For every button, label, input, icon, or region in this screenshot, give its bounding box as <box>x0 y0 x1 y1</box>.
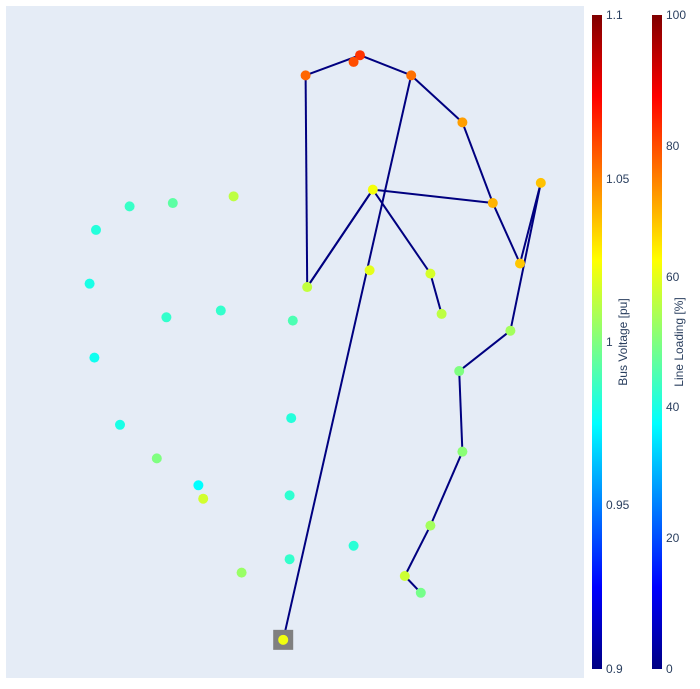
loading-colorbar-gradient <box>652 15 662 669</box>
line-layer <box>282 54 542 641</box>
line-14 <box>403 525 432 577</box>
voltage-tick-2: 1 <box>606 335 613 349</box>
bus-29 <box>287 315 298 326</box>
bus-30 <box>215 305 226 316</box>
bus-3 <box>151 453 162 464</box>
bus-11 <box>300 70 311 81</box>
bus-14 <box>457 117 468 128</box>
bus-17 <box>302 282 313 293</box>
loading-tick-3: 60 <box>666 270 680 284</box>
loading-tick-4: 80 <box>666 139 680 153</box>
voltage-tick-0: 0.9 <box>606 662 623 676</box>
line-19 <box>306 189 374 288</box>
bus-5 <box>89 352 100 363</box>
line-10 <box>509 182 542 331</box>
bus-22 <box>457 446 468 457</box>
bus-35 <box>364 265 375 276</box>
bus-26 <box>348 56 359 67</box>
loading-colorbar-title: Line Loading [%] <box>672 297 686 386</box>
line-13 <box>429 451 464 526</box>
bus-10 <box>228 191 239 202</box>
line-3 <box>372 188 493 205</box>
bus-13 <box>406 70 417 81</box>
bus-layer <box>84 50 546 650</box>
bus-24 <box>399 571 410 581</box>
line-18 <box>371 189 432 275</box>
bus-4 <box>115 419 125 430</box>
bus-0 <box>278 634 289 645</box>
line-2 <box>461 122 494 204</box>
line-11 <box>458 329 512 372</box>
loading-tick-1: 20 <box>666 531 680 545</box>
bus-28 <box>425 268 436 279</box>
bus-33 <box>284 490 295 501</box>
loading-colorbar: 0 20 40 60 80 100 Line Loading [%] <box>652 8 686 676</box>
bus-23 <box>425 520 436 531</box>
voltage-tick-3: 1.05 <box>606 172 630 186</box>
voltage-colorbar-gradient <box>592 15 602 669</box>
line-1 <box>410 74 464 124</box>
bus-19 <box>535 177 546 188</box>
bus-21 <box>454 366 465 377</box>
bus-2 <box>198 493 209 504</box>
bus-32 <box>286 413 297 424</box>
line-5 <box>304 75 309 288</box>
bus-27 <box>436 308 447 319</box>
bus-34 <box>284 554 295 565</box>
bus-36 <box>193 480 204 491</box>
plot-background <box>6 6 584 678</box>
line-12 <box>458 371 464 452</box>
bus-8 <box>124 201 135 212</box>
bus-31 <box>161 312 172 323</box>
bus-20 <box>505 325 516 336</box>
bus-25 <box>415 587 426 598</box>
loading-tick-2: 40 <box>666 400 680 414</box>
bus-1 <box>236 567 247 578</box>
bus-16 <box>367 184 378 195</box>
line-8 <box>491 202 521 264</box>
line-0 <box>282 75 413 641</box>
bus-7 <box>91 224 101 235</box>
voltage-tick-1: 0.95 <box>606 498 630 512</box>
loading-tick-5: 100 <box>666 8 686 22</box>
voltage-colorbar-title: Bus Voltage [pu] <box>616 298 630 385</box>
bus-9 <box>167 198 178 209</box>
loading-tick-0: 0 <box>666 662 673 676</box>
bus-18 <box>515 258 525 269</box>
line-7 <box>359 54 412 77</box>
line-17 <box>429 273 443 315</box>
voltage-colorbar: 0.9 0.95 1 1.05 1.1 Bus Voltage [pu] <box>592 8 630 676</box>
bus-37 <box>348 540 359 551</box>
bus-15 <box>487 198 498 209</box>
voltage-tick-4: 1.1 <box>606 8 623 22</box>
bus-12 <box>355 50 365 61</box>
bus-6 <box>84 278 95 289</box>
